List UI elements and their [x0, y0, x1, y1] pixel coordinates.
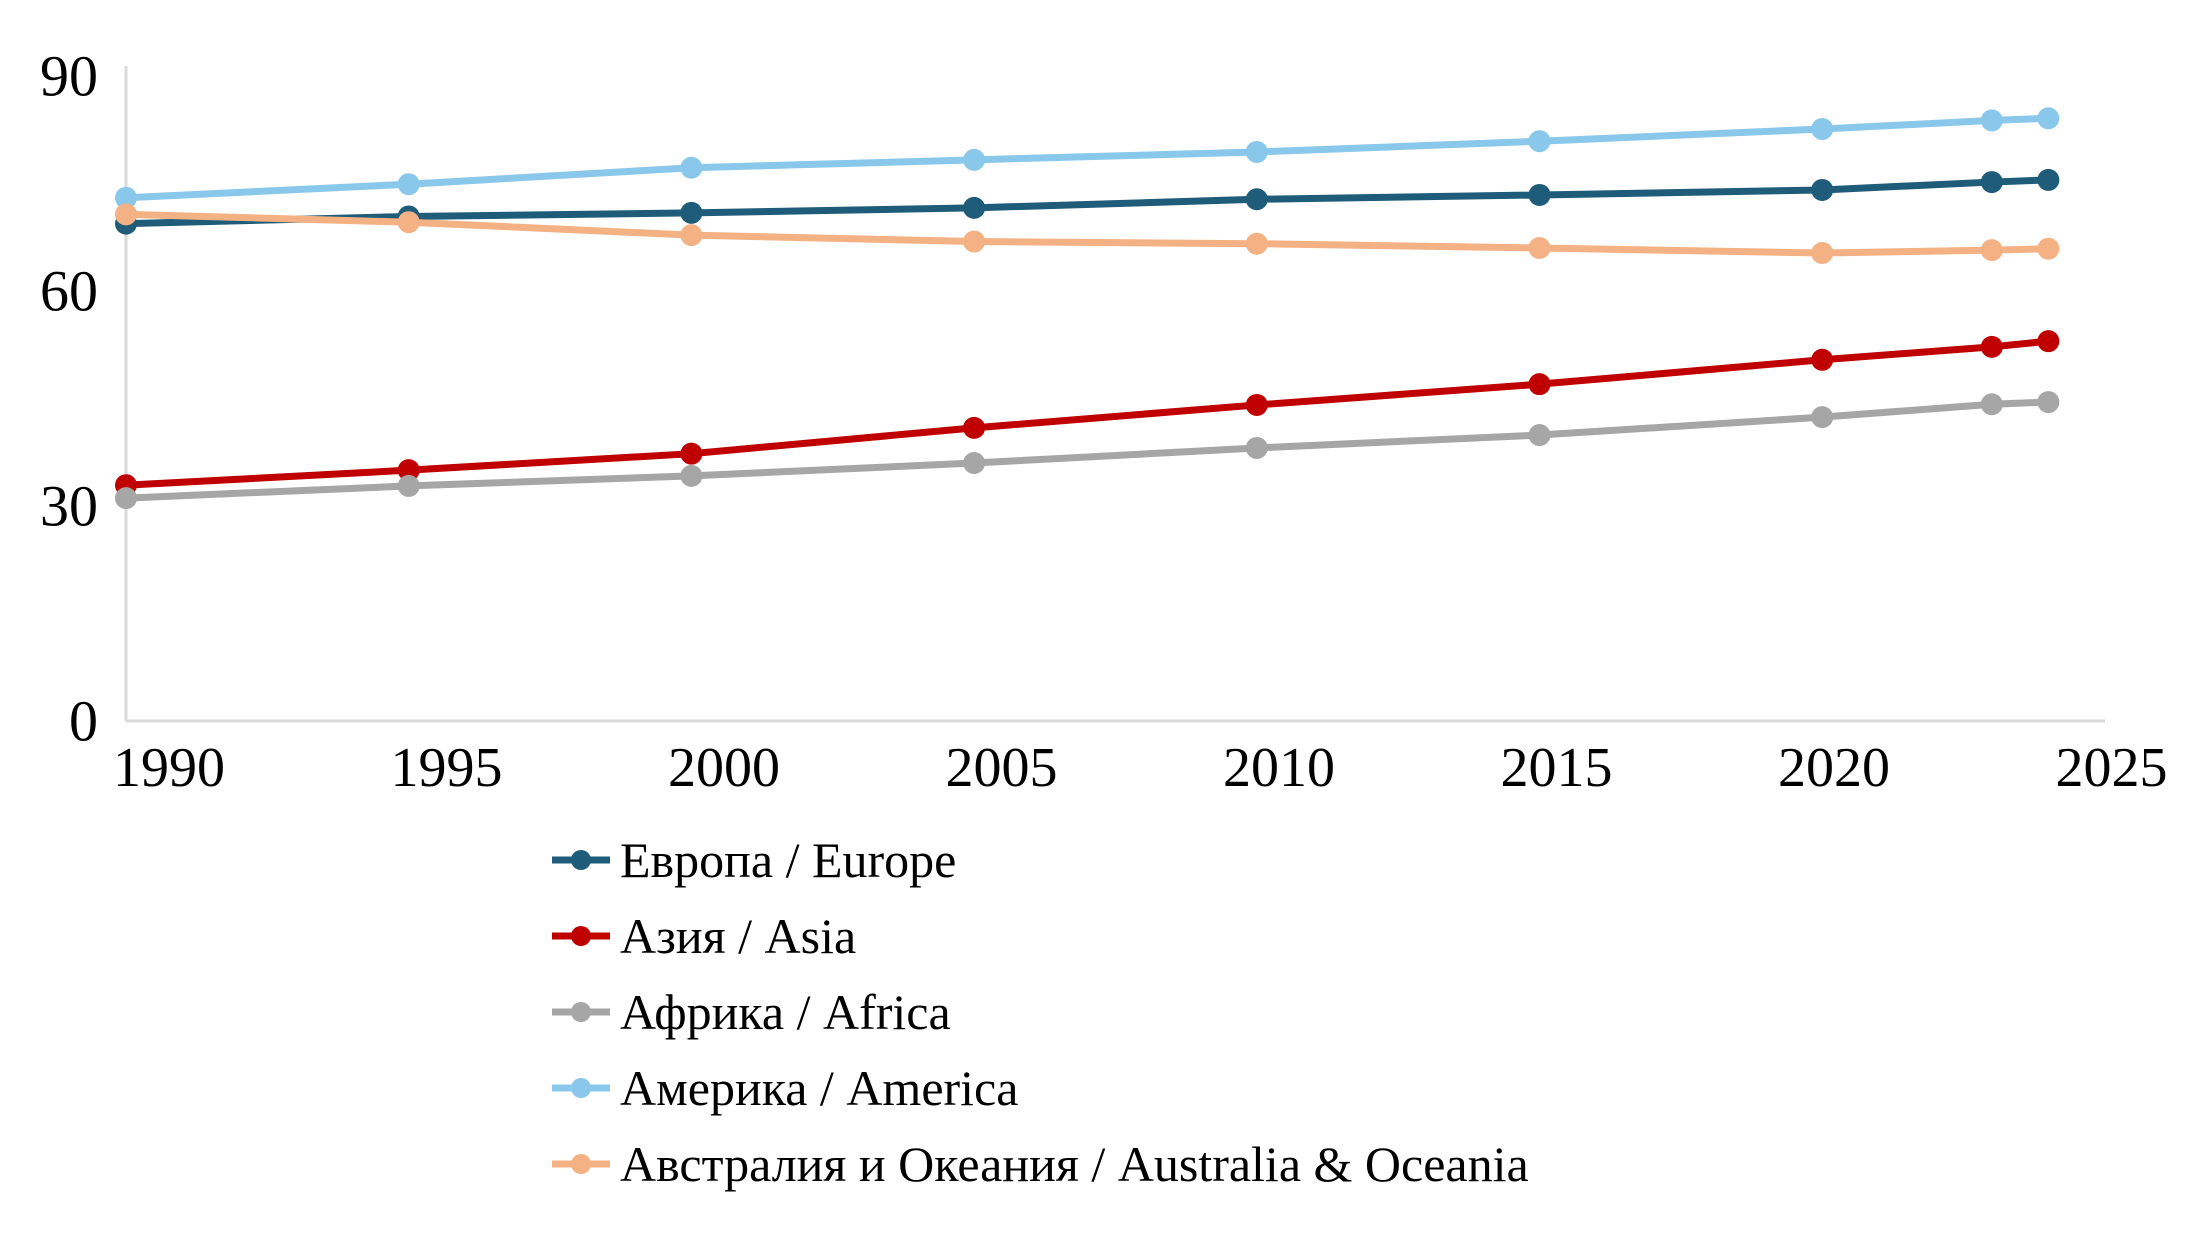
x-tick-label: 2010 [1223, 737, 1335, 799]
data-point [1245, 188, 1268, 211]
data-point [1980, 109, 2003, 132]
data-point [2037, 168, 2060, 191]
data-point [1245, 393, 1268, 416]
legend-item-0: Европа / Europe [550, 834, 1529, 886]
data-point [680, 224, 703, 247]
legend-marker-icon [552, 850, 610, 870]
data-point [680, 464, 703, 487]
data-point [680, 156, 703, 179]
data-point [2037, 107, 2060, 130]
data-point [1245, 232, 1268, 255]
data-point [115, 487, 137, 510]
data-point [963, 148, 986, 171]
data-point [115, 203, 137, 226]
data-point [2037, 391, 2060, 414]
data-point [1980, 335, 2003, 358]
data-point [1811, 406, 1834, 429]
y-tick-label: 60 [40, 258, 98, 323]
legend-label: Азия / Asia [620, 908, 857, 964]
legend-label: Америка / America [620, 1060, 1019, 1116]
data-point [1528, 183, 1551, 206]
data-point [1528, 130, 1551, 153]
legend-dot [571, 1154, 591, 1174]
data-point [1528, 236, 1551, 259]
data-point [1811, 242, 1834, 265]
data-point [1980, 393, 2003, 416]
data-point [963, 416, 986, 439]
legend-label: Австралия и Океания / Australia & Oceani… [620, 1136, 1529, 1192]
x-tick-label: 1990 [113, 737, 225, 799]
y-tick-label: 90 [40, 43, 98, 108]
data-point [963, 230, 986, 253]
data-point [1245, 140, 1268, 163]
legend-dot [571, 1078, 591, 1098]
data-point [1980, 171, 2003, 194]
legend-dot [571, 926, 591, 946]
data-point [963, 196, 986, 219]
legend-label: Африка / Africa [620, 984, 951, 1040]
data-point [397, 474, 420, 497]
x-tick-label: 2015 [1501, 737, 1613, 799]
legend-marker-icon [552, 926, 610, 946]
y-tick-label: 30 [40, 473, 98, 538]
data-point [680, 201, 703, 224]
x-tick-label: 2025 [2056, 737, 2168, 799]
data-point [1528, 424, 1551, 447]
legend-marker-icon [552, 1154, 610, 1174]
data-point [2037, 237, 2060, 260]
y-tick-label: 0 [69, 689, 98, 754]
legend-marker-icon [552, 1002, 610, 1022]
data-point [2037, 330, 2060, 353]
data-point [963, 451, 986, 474]
legend: Европа / Europe Азия / Asia Африка / Afric… [550, 834, 1529, 1214]
data-point [397, 459, 420, 482]
data-point [397, 173, 420, 196]
legend-label: Европа / Europe [620, 832, 957, 888]
legend-item-1: Азия / Asia [550, 910, 1529, 962]
data-point [1811, 118, 1834, 141]
legend-dot [571, 1002, 591, 1022]
data-point [397, 211, 420, 234]
x-tick-label: 2005 [946, 737, 1058, 799]
data-point [1245, 436, 1268, 459]
legend-dot [571, 850, 591, 870]
legend-item-4: Австралия и Океания / Australia & Oceani… [550, 1138, 1529, 1190]
legend-item-3: Америка / America [550, 1062, 1529, 1114]
x-tick-label: 1995 [391, 737, 503, 799]
data-point [1980, 239, 2003, 262]
data-point [1811, 348, 1834, 371]
data-point [1528, 373, 1551, 396]
data-point [115, 186, 137, 209]
legend-item-2: Африка / Africa [550, 986, 1529, 1038]
x-tick-label: 2000 [668, 737, 780, 799]
legend-marker-icon [552, 1078, 610, 1098]
data-point [1811, 178, 1834, 201]
data-point [680, 442, 703, 465]
x-tick-label: 2020 [1778, 737, 1890, 799]
